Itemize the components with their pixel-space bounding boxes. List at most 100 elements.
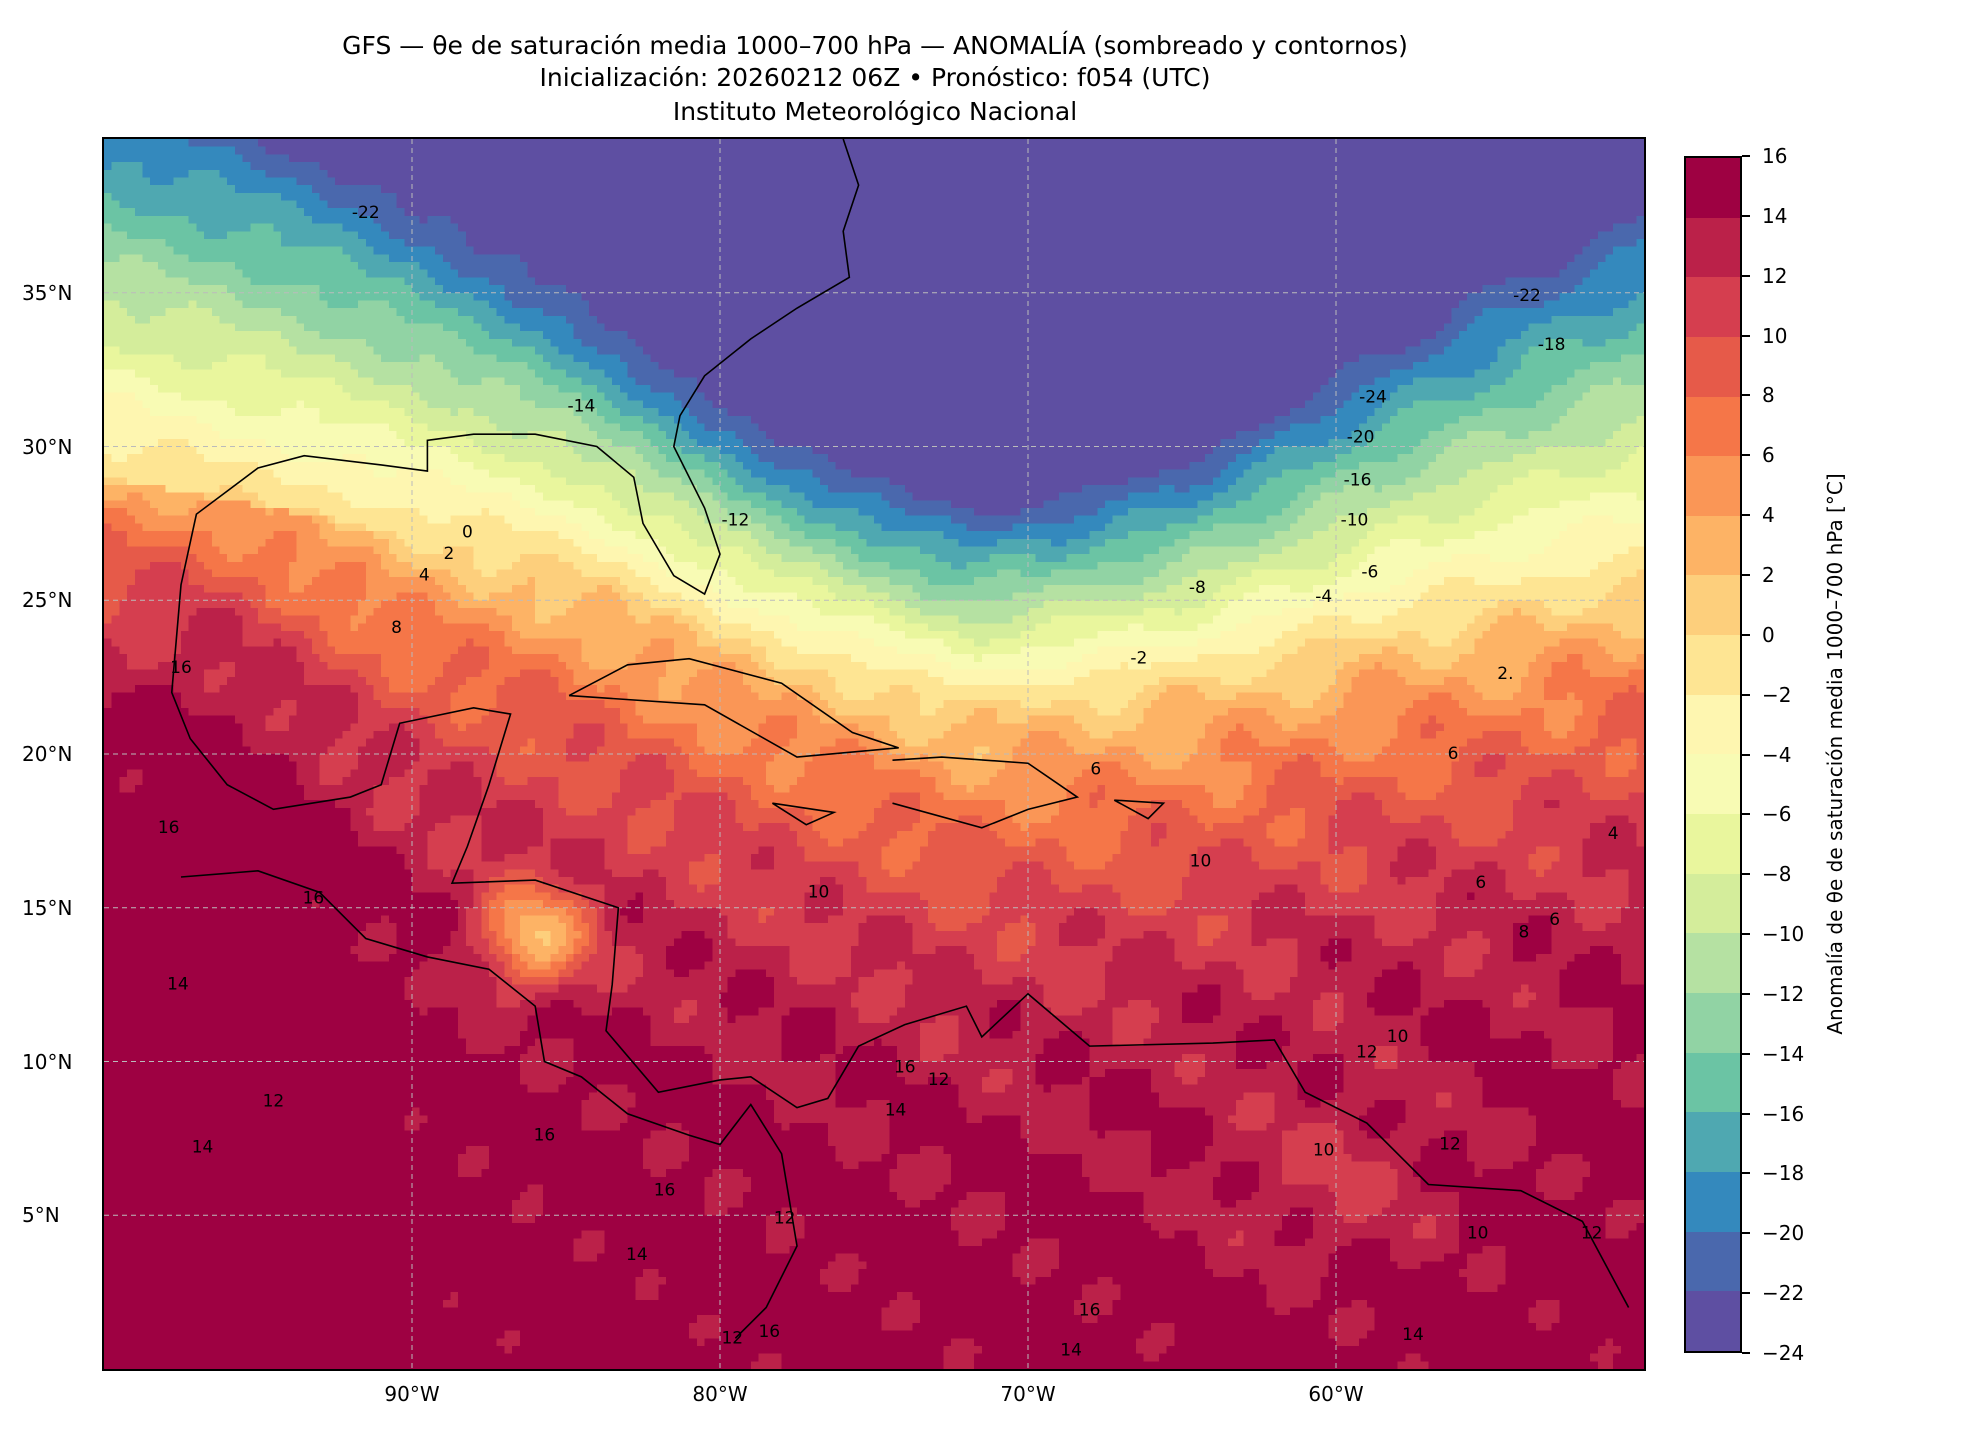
colorbar-tick-mark xyxy=(1742,693,1750,696)
coastline xyxy=(180,870,798,1339)
colorbar-tick-mark xyxy=(1742,873,1750,876)
colorbar-tick-mark xyxy=(1742,1232,1750,1235)
colorbar-tick-label: −4 xyxy=(1762,742,1792,767)
colorbar-segment xyxy=(1686,157,1740,218)
contour-label: 6 xyxy=(1475,873,1486,893)
colorbar-tick-mark xyxy=(1742,633,1750,636)
contour-label: -12 xyxy=(722,510,750,530)
contour-label: 12 xyxy=(928,1070,950,1090)
colorbar-segment xyxy=(1686,993,1740,1053)
colorbar-tick-mark xyxy=(1742,933,1750,936)
colorbar-segment xyxy=(1686,635,1740,695)
colorbar-tick-mark xyxy=(1742,1352,1750,1354)
contour-label: -2 xyxy=(1130,649,1147,669)
x-tick-label: 60°W xyxy=(1308,1382,1364,1406)
title-line-1: GFS — θe de saturación media 1000–700 hP… xyxy=(342,31,1408,60)
contour-label: -22 xyxy=(352,203,380,223)
y-tick-label: 5°N xyxy=(22,1203,60,1228)
colorbar-tick-label: 8 xyxy=(1762,383,1775,408)
contour-label: 6 xyxy=(1090,759,1101,779)
colorbar-tick-mark xyxy=(1742,1292,1750,1295)
colorbar-tick-label: −22 xyxy=(1762,1281,1805,1306)
colorbar-segment xyxy=(1686,575,1740,636)
colorbar-segment xyxy=(1686,277,1740,337)
y-tick-label: 10°N xyxy=(22,1049,73,1074)
colorbar-segment xyxy=(1686,1291,1740,1351)
contour-label: 10 xyxy=(1313,1141,1335,1161)
colorbar-tick-label: −18 xyxy=(1762,1161,1805,1186)
contour-label: 14 xyxy=(626,1245,648,1265)
contour-label: 16 xyxy=(534,1125,556,1145)
contour-label: 12 xyxy=(1356,1042,1378,1062)
colorbar-tick-label: −6 xyxy=(1762,802,1792,827)
contour-label: 14 xyxy=(1402,1325,1424,1345)
coastline xyxy=(170,139,1630,1308)
x-tick-label: 70°W xyxy=(1000,1382,1056,1406)
contour-label: 12 xyxy=(1439,1135,1461,1155)
coastline xyxy=(892,756,1080,829)
colorbar-tick-mark xyxy=(1742,1112,1750,1115)
contour-label: 12 xyxy=(263,1091,285,1111)
contour-label: 8 xyxy=(391,618,402,638)
contour-label: -24 xyxy=(1359,387,1387,407)
contour-label: 10 xyxy=(1387,1027,1409,1047)
colorbar-tick-label: −10 xyxy=(1762,922,1805,947)
colorbar xyxy=(1684,156,1742,1353)
colorbar-tick-label: −12 xyxy=(1762,981,1805,1006)
contour-label: 14 xyxy=(192,1138,214,1158)
colorbar-segment xyxy=(1686,456,1740,516)
contour-label: -10 xyxy=(1341,510,1369,530)
colorbar-tick-mark xyxy=(1742,155,1750,157)
contour-label: 10 xyxy=(1467,1224,1489,1244)
map-plot-area: -22 -14 -12 0 2 4 8 16 16 16 14 12 14 16 16 14 10 6 10 16 14… xyxy=(102,137,1646,1371)
contour-label: 16 xyxy=(894,1058,916,1078)
coastline xyxy=(771,802,837,826)
contour-label: 12 xyxy=(1581,1224,1603,1244)
map-overlay: -22-14-120248161616141214161614106101614… xyxy=(104,139,1644,1369)
colorbar-tick-label: −20 xyxy=(1762,1221,1805,1246)
y-tick-label: 20°N xyxy=(22,742,73,766)
colorbar-tick-label: 0 xyxy=(1762,622,1775,647)
colorbar-tick-label: −16 xyxy=(1762,1101,1805,1126)
contour-label: 6 xyxy=(1549,910,1560,930)
title-line-2: Inicialización: 20260212 06Z • Pronóstic… xyxy=(539,63,1211,92)
colorbar-segment xyxy=(1686,515,1740,576)
colorbar-segment xyxy=(1686,217,1740,278)
contour-label: 10 xyxy=(808,882,830,902)
contour-label: 16 xyxy=(170,658,192,678)
coastline xyxy=(1113,799,1166,820)
contour-label: -20 xyxy=(1347,427,1375,447)
colorbar-segment xyxy=(1686,873,1740,934)
contour-label: 4 xyxy=(419,566,430,586)
colorbar-segment xyxy=(1686,336,1740,397)
contour-label: 4 xyxy=(1608,824,1619,844)
colorbar-tick-mark xyxy=(1742,1172,1750,1175)
colorbar-tick-mark xyxy=(1742,214,1750,217)
colorbar-segment xyxy=(1686,933,1740,994)
colorbar-tick-label: −24 xyxy=(1762,1341,1805,1365)
colorbar-tick-mark xyxy=(1742,753,1750,756)
title-line-3: Instituto Meteorológico Nacional xyxy=(672,97,1078,126)
contour-label: 14 xyxy=(885,1101,907,1121)
x-tick-label: 80°W xyxy=(692,1382,748,1406)
colorbar-segment xyxy=(1686,814,1740,874)
colorbar-tick-label: 4 xyxy=(1762,503,1775,528)
contour-label: 6 xyxy=(1448,744,1459,764)
contour-label: 16 xyxy=(654,1181,676,1201)
contour-label: -16 xyxy=(1344,470,1372,490)
colorbar-segment xyxy=(1686,396,1740,457)
contour-label: 2 xyxy=(444,544,455,564)
colorbar-tick-mark xyxy=(1742,454,1750,457)
y-tick-label: 15°N xyxy=(22,895,73,920)
y-tick-label: 30°N xyxy=(22,434,73,459)
colorbar-segment xyxy=(1686,754,1740,815)
colorbar-tick-mark xyxy=(1742,274,1750,277)
contour-label: 0 xyxy=(462,523,473,543)
colorbar-segment xyxy=(1686,1231,1740,1292)
colorbar-tick-mark xyxy=(1742,394,1750,397)
colorbar-tick-label: 2 xyxy=(1762,562,1775,587)
colorbar-segment xyxy=(1686,1112,1740,1173)
colorbar-tick-label: −8 xyxy=(1762,862,1792,887)
contour-label: -8 xyxy=(1189,578,1206,598)
contour-label: -18 xyxy=(1538,335,1566,355)
